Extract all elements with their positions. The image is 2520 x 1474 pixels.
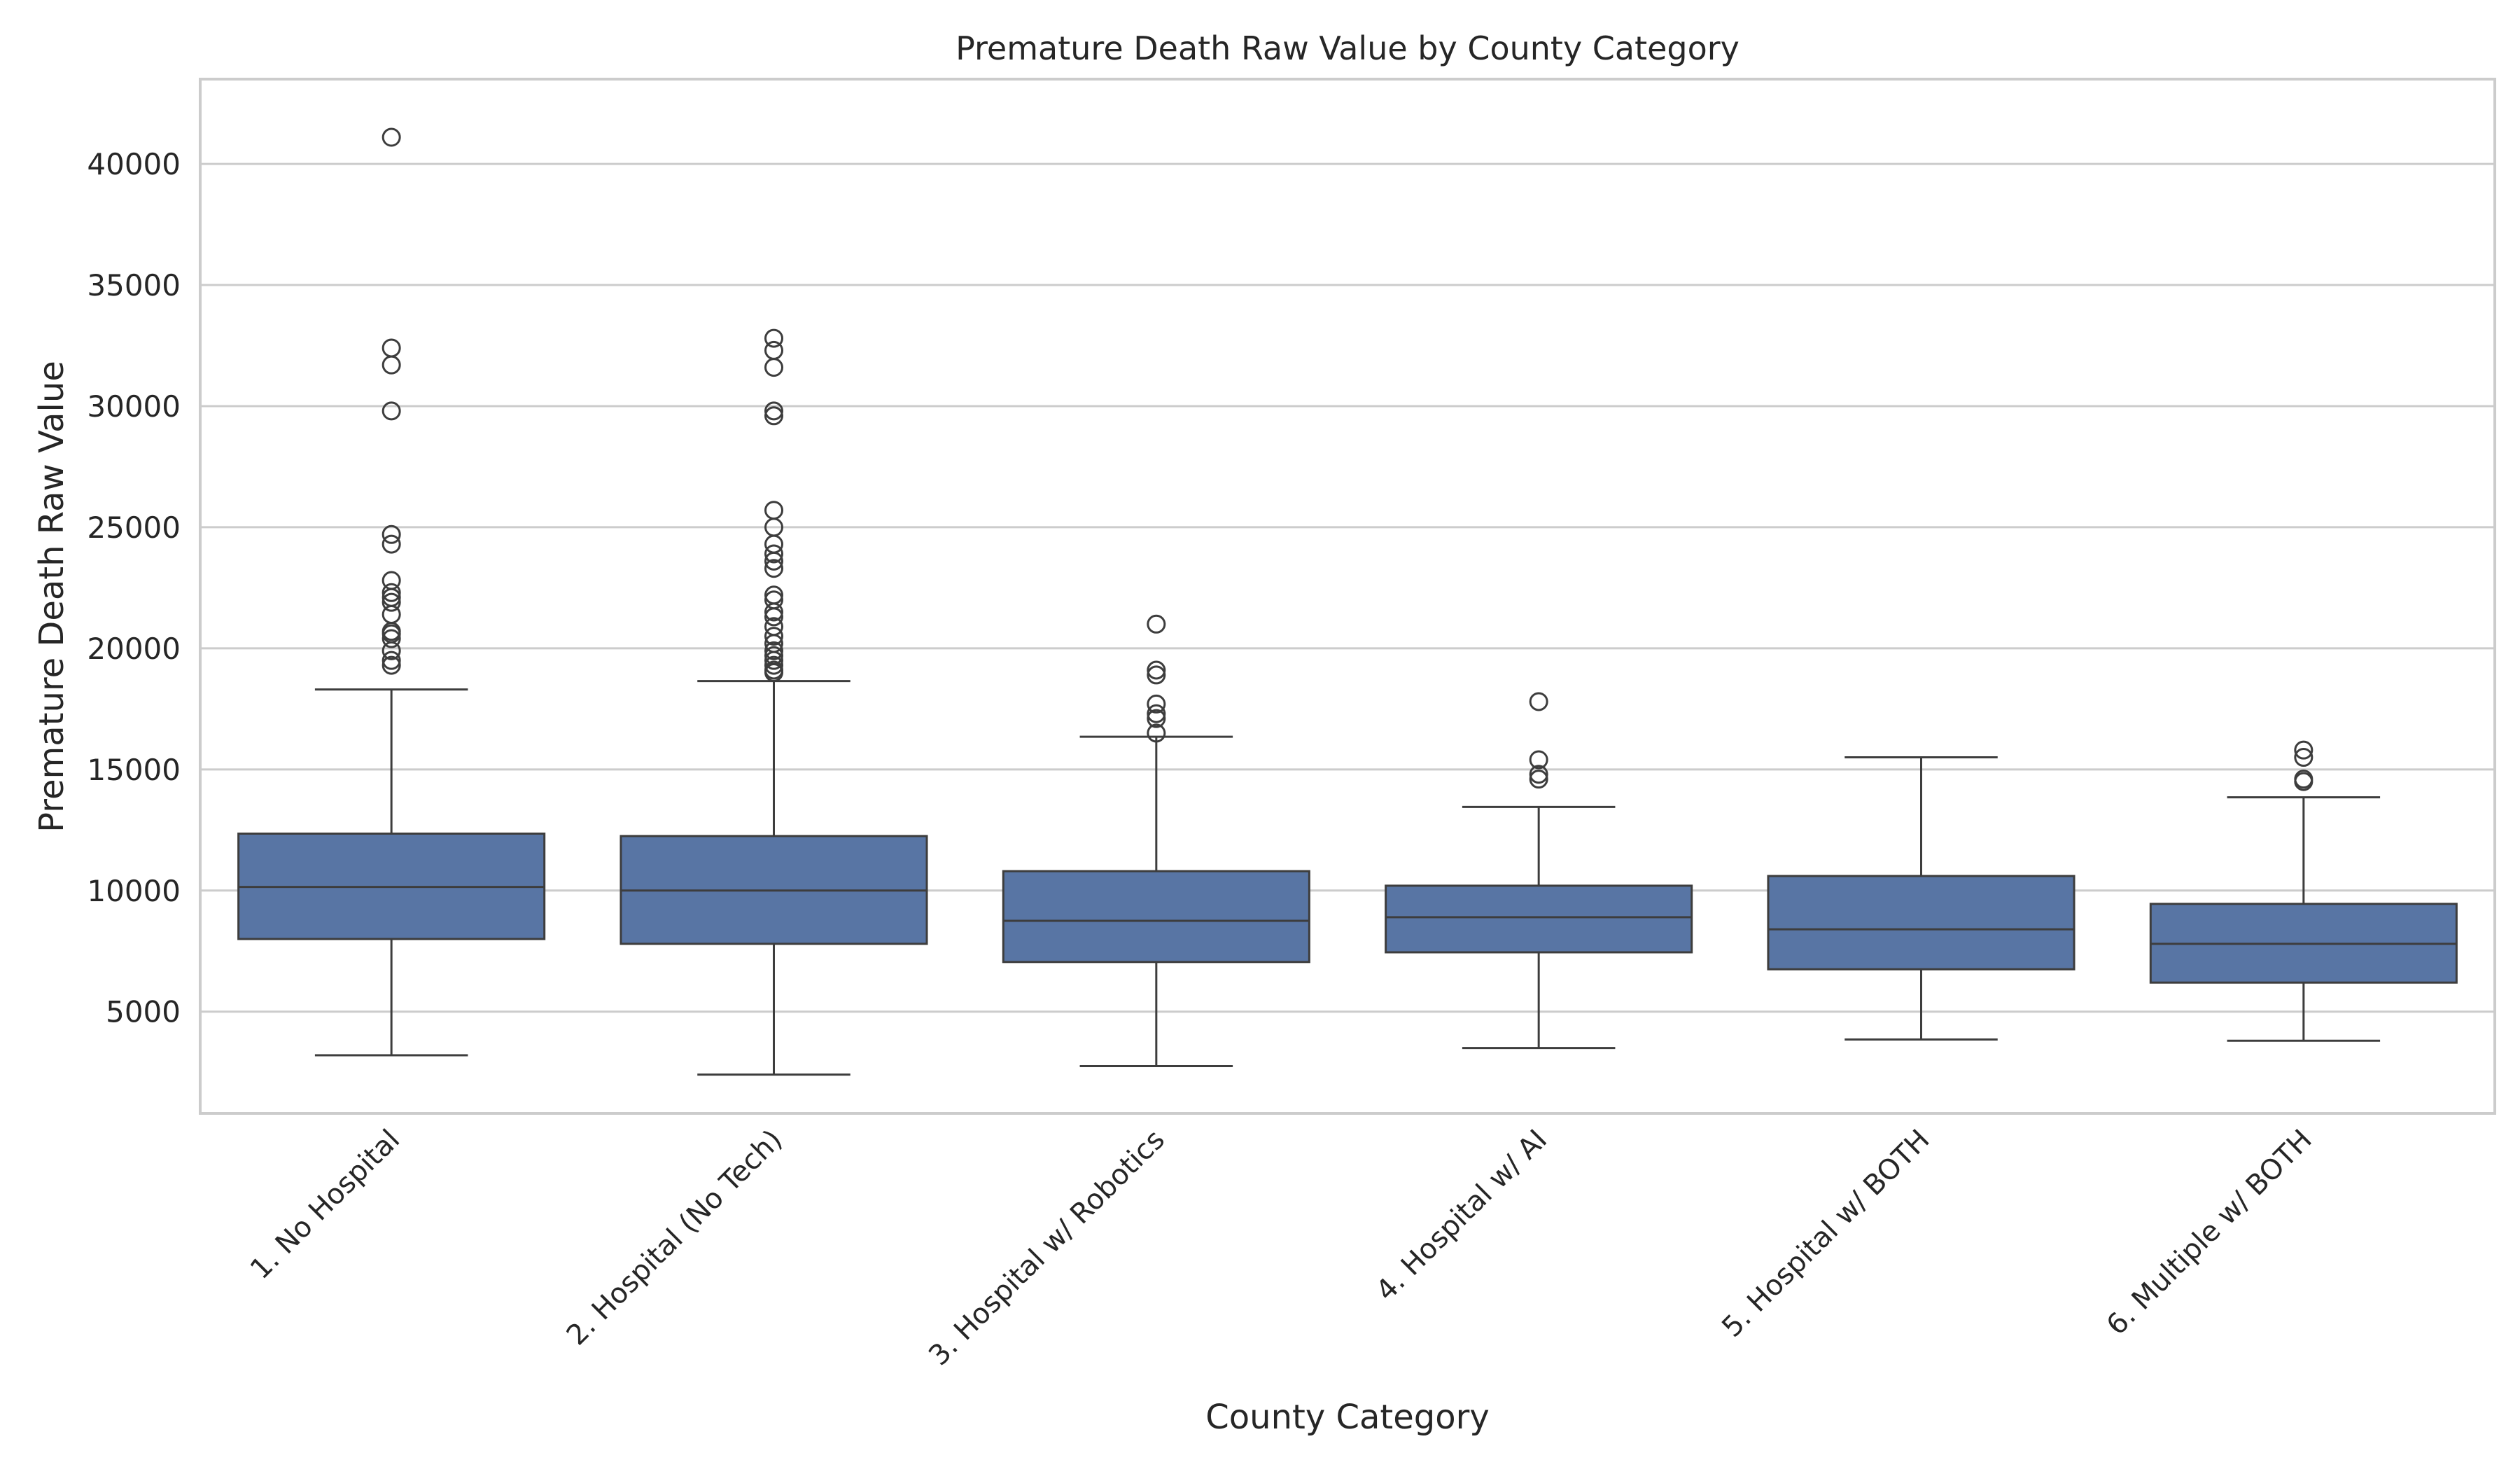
y-tick-label: 20000: [87, 632, 181, 666]
outlier-point: [382, 629, 401, 648]
outlier-point: [764, 328, 783, 348]
outlier-point: [382, 524, 401, 544]
outlier-point: [764, 501, 783, 520]
y-tick-labels: 5000 10000 15000 20000 25000 30000 35000 40000: [87, 147, 181, 1029]
outlier-point: [764, 340, 783, 360]
outlier-point: [1147, 694, 1166, 714]
outlier-point: [1147, 709, 1166, 728]
outlier-point: [1529, 692, 1548, 711]
y-tick-label: 25000: [87, 510, 181, 545]
chart-title: Premature Death Raw Value by County Cate…: [955, 29, 1740, 67]
outlier-point: [764, 401, 783, 421]
outlier-point: [382, 534, 401, 554]
outlier-point: [764, 406, 783, 426]
y-tick-label: 5000: [106, 995, 181, 1029]
y-tick-label: 15000: [87, 753, 181, 787]
y-axis-label: Premature Death Raw Value: [32, 361, 71, 833]
y-tick-label: 10000: [87, 874, 181, 908]
outlier-point: [1529, 765, 1548, 784]
box-group: [1385, 692, 1693, 1050]
outlier-point: [382, 592, 401, 612]
box-iqr: [1002, 870, 1310, 964]
outlier-point: [764, 627, 783, 646]
x-axis-label: County Category: [1205, 1398, 1489, 1437]
outlier-point: [1147, 704, 1166, 723]
outlier-point: [764, 544, 783, 564]
plot-frame: [199, 78, 2496, 1115]
y-tick-label: 30000: [87, 389, 181, 424]
outlier-point: [764, 660, 783, 680]
outlier-point: [382, 583, 401, 602]
box-iqr: [1385, 884, 1693, 954]
y-tick-label: 40000: [87, 147, 181, 181]
outlier-point: [2294, 770, 2314, 789]
outlier-point: [764, 617, 783, 637]
box-group: [237, 127, 546, 1057]
box-group: [1767, 756, 2076, 1041]
grid-lines: [200, 162, 2495, 1013]
outlier-point: [382, 655, 401, 675]
outlier-point: [764, 559, 783, 578]
outlier-point: [1147, 723, 1166, 743]
outlier-point: [382, 571, 401, 590]
box-group: [2149, 740, 2458, 1042]
outlier-point: [2294, 748, 2314, 767]
outlier-point: [1147, 665, 1166, 685]
outlier-point: [1147, 614, 1166, 634]
outlier-point: [764, 585, 783, 605]
outlier-point: [1529, 770, 1548, 789]
outlier-point: [764, 646, 783, 665]
box-iqr: [1767, 875, 2076, 971]
outlier-point: [382, 401, 401, 421]
box-group: [1002, 614, 1310, 1068]
box-series: [237, 127, 2458, 1076]
box-group: [620, 328, 928, 1076]
outlier-point: [764, 655, 783, 675]
outlier-point: [2294, 740, 2314, 760]
outlier-point: [764, 590, 783, 610]
outlier-point: [382, 338, 401, 358]
outlier-point: [1529, 750, 1548, 770]
outlier-point: [1147, 660, 1166, 680]
outlier-point: [382, 127, 401, 147]
y-tick-label: 35000: [87, 268, 181, 303]
outlier-point: [764, 641, 783, 660]
outlier-point: [382, 651, 401, 670]
